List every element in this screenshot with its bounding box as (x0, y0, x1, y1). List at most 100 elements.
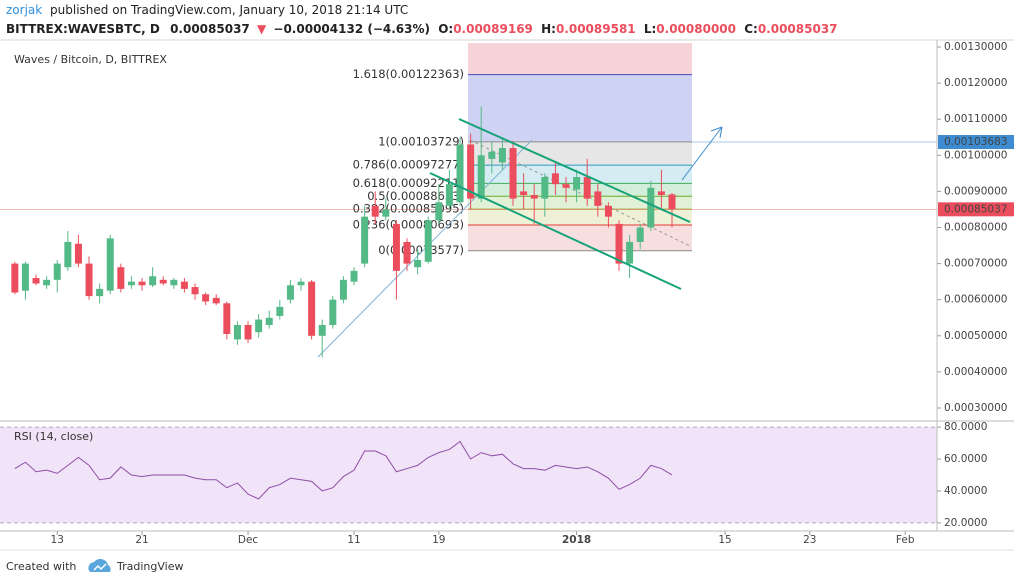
y-tick-label: 60.0000 (944, 453, 987, 465)
brand[interactable]: TradingView (116, 560, 183, 573)
change-arrow: ▼ (257, 22, 267, 36)
y-tick-label: 0.00060000 (944, 294, 1007, 306)
x-tick-label: Dec (238, 534, 259, 546)
dashed-line (469, 139, 691, 247)
candle-body (647, 187, 655, 228)
quote-line: BITTREX:WAVESBTC, D 0.00085037 ▼ −0.0000… (6, 22, 838, 36)
fib-top-zone (468, 43, 692, 75)
fib-level-label: 1.618(0.00122363) (353, 67, 464, 81)
candle-body (541, 176, 549, 199)
header-line: zorjak published on TradingView.com, Jan… (6, 3, 408, 17)
candle-body (498, 148, 506, 163)
candle-body (435, 202, 443, 221)
candle-body (170, 279, 178, 286)
candle-body (371, 205, 379, 217)
candle-body (255, 319, 263, 333)
candle-body (530, 195, 538, 199)
ohlc-h: 0.00089581 (556, 22, 636, 36)
fib-level-label: 0.618(0.00092211) (353, 176, 464, 190)
candle-body (64, 241, 72, 268)
candle-body (233, 324, 241, 340)
x-tick-label: 13 (51, 534, 64, 546)
y-tick-label: 0.00130000 (944, 41, 1007, 53)
candle-body (424, 220, 432, 262)
y-tick-label: 0.00100000 (944, 149, 1007, 161)
candle-body (297, 281, 305, 286)
candle-body (202, 294, 210, 302)
candle-body (85, 263, 93, 297)
candle-body (477, 155, 485, 199)
candle-body (286, 285, 294, 300)
candle-body (43, 279, 51, 286)
candle-body (127, 281, 135, 286)
fib-zone (468, 225, 692, 251)
created-with: Created with (6, 560, 76, 573)
x-tick-label: 11 (347, 534, 360, 546)
price-marker-label: 0.00085037 (944, 203, 1007, 215)
fib-level-label: 0.5(0.00088653) (367, 189, 464, 203)
candle-body (329, 299, 337, 325)
candle-body (53, 263, 61, 280)
published: published on TradingView.com, January 10… (50, 3, 408, 17)
tradingview-logo (88, 558, 111, 572)
candle-body (414, 259, 422, 268)
y-tick-label: 0.00120000 (944, 77, 1007, 89)
forecast-arrow (681, 126, 723, 181)
x-tick-label: 2018 (562, 534, 591, 546)
symbol: BITTREX:WAVESBTC, D (6, 22, 160, 36)
price-marker-label: 0.00103683 (944, 136, 1007, 148)
candle-body (573, 176, 581, 190)
x-tick-label: 19 (432, 534, 445, 546)
candle-body (138, 281, 146, 286)
y-tick-label: 0.00090000 (944, 185, 1007, 197)
candle-body (318, 324, 326, 336)
candle-body (382, 209, 390, 217)
ohlc-h-label: H: (541, 22, 556, 36)
fib-level-label: 0(0.00073577) (378, 243, 464, 257)
channel-lower (429, 172, 682, 290)
channel-upper (458, 118, 691, 223)
rsi-line (14, 440, 673, 500)
y-tick-label: 0.00030000 (944, 402, 1007, 414)
y-tick-label: 0.00110000 (944, 113, 1007, 125)
candle-body (392, 223, 400, 271)
y-tick-label: 80.0000 (944, 421, 987, 433)
candle-body (339, 279, 347, 300)
candle-body (403, 241, 411, 264)
price: 0.00085037 (170, 22, 250, 36)
candle-body (636, 227, 644, 242)
candle-body (11, 263, 19, 293)
candle-body (106, 238, 114, 291)
price-marker-box (938, 202, 1014, 217)
candle-body (445, 184, 453, 206)
candle-body (159, 279, 167, 284)
fib-zone (468, 209, 692, 226)
fib-level-label: 1(0.00103729) (378, 134, 464, 148)
candle-body (361, 216, 369, 264)
ohlc-c: 0.00085037 (758, 22, 838, 36)
ohlc-o: 0.00089169 (453, 22, 533, 36)
candle-body (223, 303, 231, 334)
candle-body (583, 176, 591, 199)
legend-title: Waves / Bitcoin, D, BITTREX (14, 53, 167, 66)
candle-body (594, 191, 602, 206)
y-tick-label: 0.00040000 (944, 366, 1007, 378)
candle-body (456, 144, 464, 203)
candle-body (191, 287, 199, 295)
rsi-title: RSI (14, close) (14, 430, 93, 443)
candle-body (265, 317, 273, 325)
candle-body (604, 205, 612, 217)
y-tick-label: 0.00050000 (944, 330, 1007, 342)
candle-body (244, 324, 252, 340)
ohlc-l: 0.00080000 (656, 22, 736, 36)
rsi-band (0, 427, 937, 523)
fib-level-label: 0.236(0.00080693) (353, 218, 464, 232)
logo-mark (93, 563, 107, 571)
ohlc-l-label: L: (644, 22, 656, 36)
candle-body (615, 223, 623, 264)
chart-area: Waves / Bitcoin, D, BITTREX 1.618(0.00122… (0, 41, 1014, 546)
candle-body (551, 173, 559, 185)
candle-body (520, 191, 528, 196)
candle-body (96, 288, 104, 297)
